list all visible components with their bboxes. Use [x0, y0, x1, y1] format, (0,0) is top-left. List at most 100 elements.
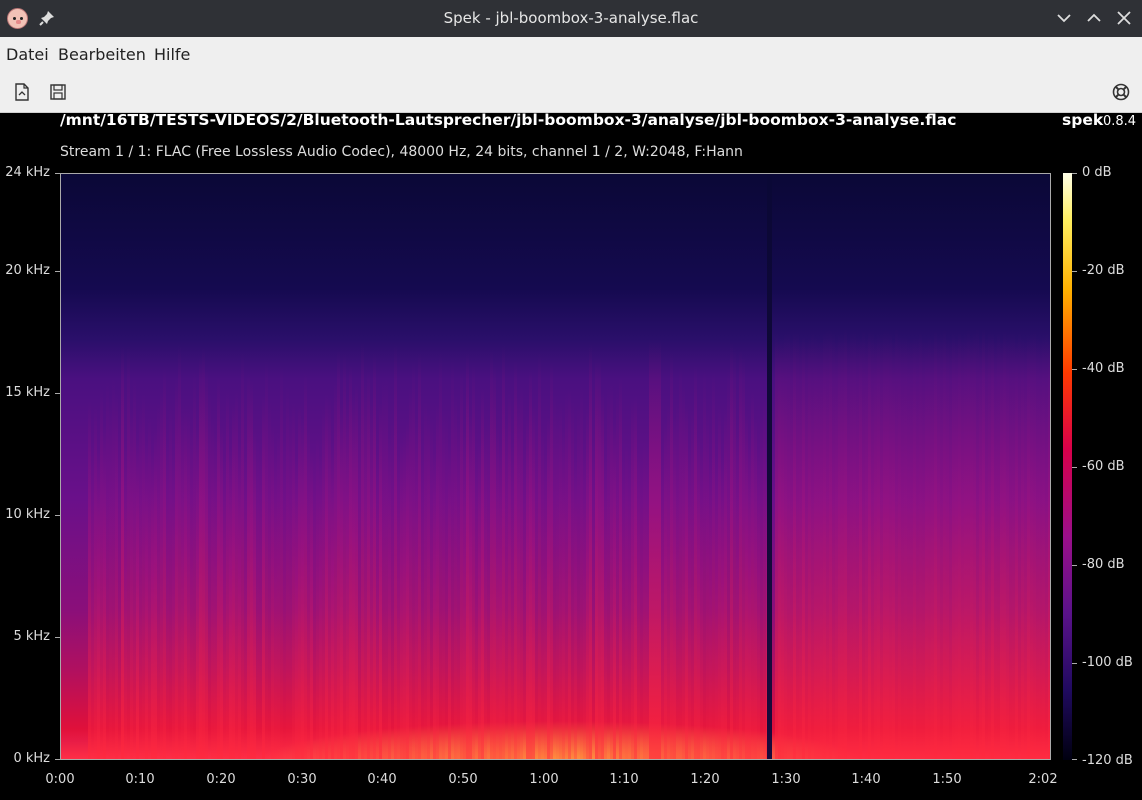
spectrogram-column — [520, 385, 523, 759]
spectrogram-column — [211, 420, 214, 759]
spectrogram-column — [82, 729, 85, 759]
spectrogram-column — [850, 332, 853, 759]
spectrogram-column — [547, 417, 550, 759]
spectrogram-column — [895, 329, 898, 759]
menu-bearbeiten[interactable]: Bearbeiten — [58, 45, 146, 64]
spectrogram-column — [154, 430, 157, 759]
spectrogram-column — [853, 331, 856, 759]
spectrogram-column — [112, 378, 115, 759]
menu-datei[interactable]: Datei — [6, 45, 49, 64]
spectrogram-column — [511, 444, 514, 759]
spectrogram-column — [193, 369, 196, 759]
spectrogram-column — [787, 330, 790, 759]
open-file-icon[interactable] — [12, 82, 32, 102]
spectrogram-column — [751, 390, 754, 759]
y-tick-mark — [55, 759, 60, 760]
spek-app-icon[interactable] — [7, 8, 28, 29]
spectrogram-column — [583, 448, 586, 759]
spectrogram-column — [994, 338, 997, 759]
spectrogram-column — [346, 399, 349, 759]
spectrogram-column — [400, 436, 403, 759]
help-lifebuoy-icon[interactable] — [1111, 82, 1131, 102]
spectrogram-column — [70, 729, 73, 759]
spectrogram-column — [631, 399, 634, 759]
spectrogram-column — [496, 425, 499, 759]
spectrogram-column — [808, 336, 811, 759]
pin-icon[interactable] — [38, 9, 56, 27]
spectrogram-column — [916, 335, 919, 759]
spectrogram-column — [451, 356, 454, 759]
spectrogram-column — [763, 396, 766, 759]
spectrogram-column — [460, 371, 463, 759]
spectrogram-column — [1042, 335, 1045, 759]
spectrogram-column — [706, 411, 709, 759]
spectrogram-column — [196, 426, 199, 759]
spectrogram-column — [274, 451, 277, 759]
spectrogram-column — [325, 394, 328, 759]
spectrogram-column — [658, 339, 661, 759]
spectrogram-column — [76, 729, 79, 759]
spectrogram-column — [859, 335, 862, 759]
spectrogram-column — [829, 330, 832, 759]
spectrogram-column — [454, 394, 457, 759]
spectrogram-column — [181, 406, 184, 759]
spectrogram-column — [607, 385, 610, 759]
spectrogram-column — [697, 434, 700, 759]
spectrogram-column — [172, 453, 175, 759]
spectrogram-column — [526, 413, 529, 759]
spectrogram-column — [142, 393, 145, 759]
spectrogram-column — [595, 358, 598, 759]
spectrogram-column — [655, 339, 658, 759]
close-icon[interactable] — [1115, 9, 1133, 27]
spectrogram-column — [1030, 333, 1033, 759]
spectrogram-column — [322, 406, 325, 759]
spectrogram-column — [91, 445, 94, 759]
spectrogram-column — [397, 454, 400, 759]
save-icon[interactable] — [48, 82, 68, 102]
spectrogram-column — [418, 351, 421, 759]
spectrogram-column — [910, 337, 913, 759]
spectrogram-column — [868, 330, 871, 759]
spectrogram-column — [490, 348, 493, 759]
spectrogram-column — [247, 374, 250, 759]
spectrogram-column — [781, 336, 784, 759]
spectrogram-column — [823, 331, 826, 759]
spectrogram-column — [106, 380, 109, 759]
spectrogram-column — [364, 380, 367, 759]
spectrogram-column — [1036, 336, 1039, 759]
spectrogram-column — [898, 334, 901, 759]
spectrogram-column — [349, 364, 352, 759]
spectrogram-column — [685, 403, 688, 759]
spectrogram-column — [313, 449, 316, 759]
y-tick-mark — [55, 173, 60, 174]
spectrogram-column — [742, 354, 745, 759]
spectrogram-column — [238, 444, 241, 759]
spectrogram-column — [760, 413, 763, 759]
spectrogram-column — [472, 362, 475, 759]
stream-info: Stream 1 / 1: FLAC (Free Lossless Audio … — [60, 144, 743, 160]
spectrogram-column — [610, 383, 613, 759]
spectrogram-column — [922, 338, 925, 759]
spectrogram-column — [244, 456, 247, 759]
spectrogram-column — [601, 390, 604, 759]
spectrogram-column — [676, 403, 679, 759]
spectrogram-column — [475, 448, 478, 759]
spectrogram-column — [913, 336, 916, 759]
db-tick-label: 0 dB — [1082, 165, 1112, 180]
minimize-icon[interactable] — [1055, 9, 1073, 27]
spectrogram-column — [550, 361, 553, 759]
spectrogram-column — [103, 424, 106, 759]
y-tick-mark — [55, 637, 60, 638]
maximize-icon[interactable] — [1085, 9, 1103, 27]
spectrogram-column — [529, 368, 532, 759]
spectrogram-column — [442, 410, 445, 759]
spectrogram-column — [199, 356, 202, 759]
spectrogram-column — [790, 337, 793, 759]
spectrogram-column — [487, 420, 490, 759]
spectrogram-column — [292, 401, 295, 759]
spectrogram-column — [361, 342, 364, 759]
spectrogram-column — [370, 398, 373, 759]
spectrogram-column — [85, 729, 88, 759]
menu-hilfe[interactable]: Hilfe — [154, 45, 191, 64]
title-bar: Spek - jbl-boombox-3-analyse.flac — [0, 0, 1142, 37]
